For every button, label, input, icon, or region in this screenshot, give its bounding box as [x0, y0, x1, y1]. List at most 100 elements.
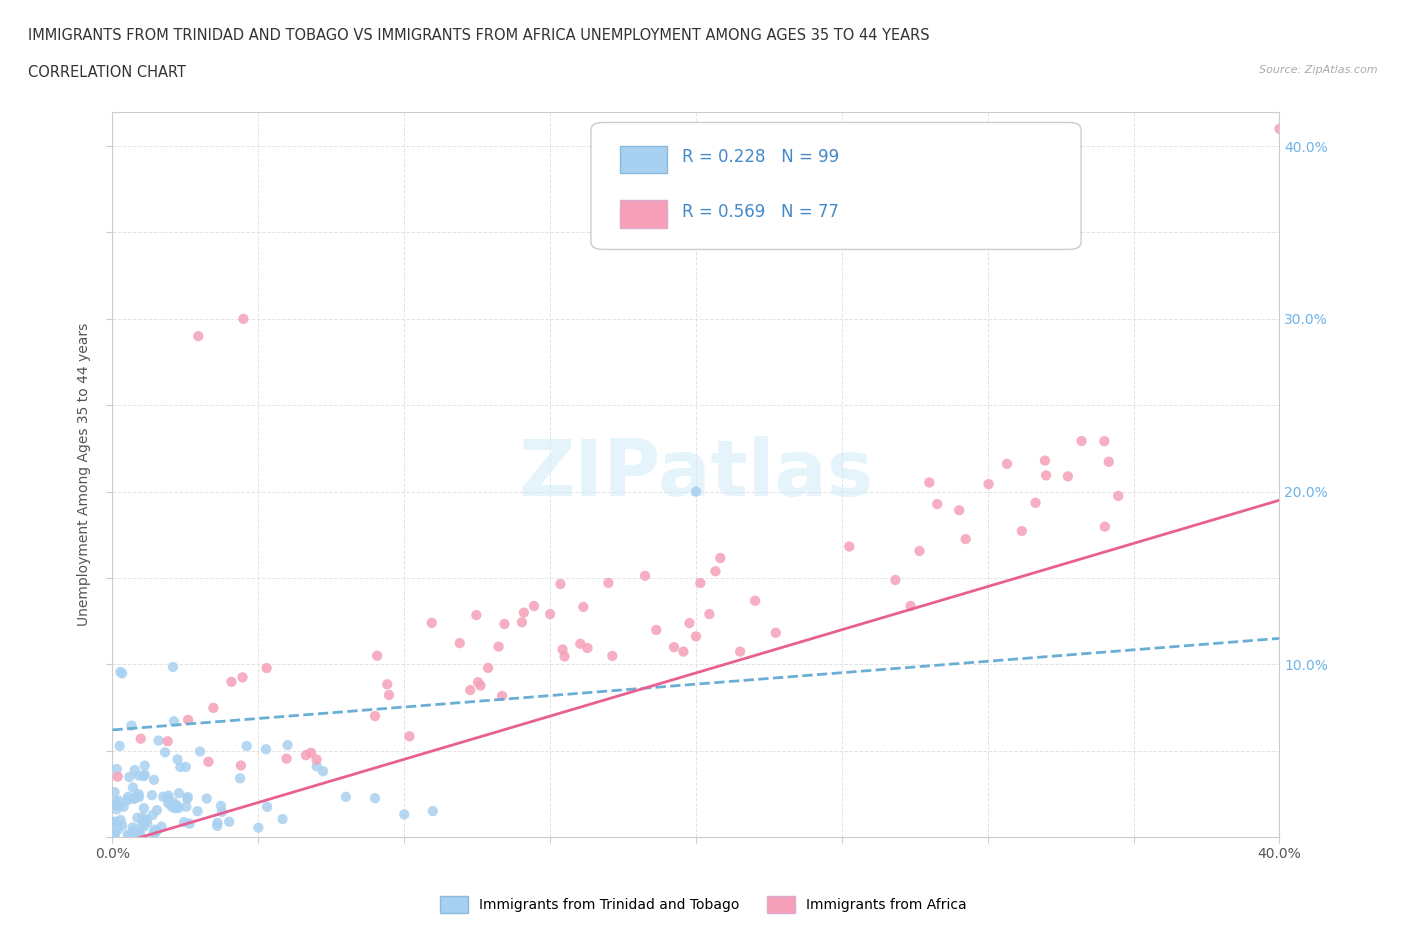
Point	[231, 670, 253, 684]
Point	[152, 790, 174, 804]
Point	[364, 709, 387, 724]
Point	[136, 816, 159, 830]
Point	[117, 827, 139, 842]
Point	[572, 600, 595, 615]
Point	[728, 644, 751, 659]
Point	[765, 625, 787, 640]
FancyBboxPatch shape	[591, 123, 1081, 249]
Point	[174, 760, 197, 775]
Point	[103, 785, 125, 800]
Point	[918, 475, 941, 490]
Point	[117, 792, 139, 807]
Point	[927, 497, 949, 512]
Point	[104, 815, 127, 830]
Point	[1094, 519, 1116, 534]
Point	[299, 745, 322, 760]
Point	[1035, 468, 1057, 483]
Point	[107, 769, 129, 784]
Point	[128, 790, 150, 804]
Point	[188, 744, 211, 759]
Point	[187, 328, 209, 343]
Point	[167, 786, 190, 801]
Point	[162, 659, 184, 674]
Point	[221, 674, 243, 689]
Text: R = 0.228   N = 99: R = 0.228 N = 99	[682, 148, 839, 166]
Point	[392, 807, 416, 822]
Point	[744, 593, 766, 608]
Point	[477, 660, 499, 675]
Point	[685, 485, 707, 499]
Point	[173, 815, 195, 830]
Point	[1011, 524, 1033, 538]
Point	[121, 820, 143, 835]
Point	[229, 758, 252, 773]
Point	[128, 787, 150, 802]
Point	[111, 666, 134, 681]
Point	[955, 532, 977, 547]
Point	[127, 810, 149, 825]
Point	[211, 804, 233, 819]
Legend: Immigrants from Trinidad and Tobago, Immigrants from Africa: Immigrants from Trinidad and Tobago, Imm…	[434, 890, 972, 919]
Point	[538, 606, 561, 621]
Point	[142, 826, 165, 841]
Point	[271, 812, 294, 827]
Point	[108, 798, 131, 813]
Point	[685, 629, 707, 644]
Text: Source: ZipAtlas.com: Source: ZipAtlas.com	[1260, 65, 1378, 75]
Point	[153, 745, 176, 760]
Point	[105, 802, 128, 817]
Point	[166, 798, 188, 813]
Point	[174, 799, 197, 814]
Point	[209, 798, 232, 813]
Point	[156, 790, 179, 805]
Point	[131, 810, 153, 825]
Point	[256, 660, 278, 675]
Point	[305, 759, 328, 774]
Point	[398, 729, 420, 744]
Point	[494, 617, 516, 631]
Point	[163, 801, 186, 816]
Point	[142, 807, 165, 822]
Point	[513, 605, 536, 620]
Point	[118, 770, 141, 785]
Point	[900, 599, 922, 614]
Point	[135, 812, 157, 827]
Point	[634, 568, 657, 583]
Point	[523, 599, 546, 614]
Point	[699, 606, 721, 621]
Point	[550, 577, 572, 591]
Point	[179, 817, 201, 831]
Point	[948, 503, 970, 518]
FancyBboxPatch shape	[620, 200, 666, 228]
Point	[465, 607, 488, 622]
Point	[598, 576, 620, 591]
Point	[467, 675, 489, 690]
Point	[177, 712, 200, 727]
Point	[218, 815, 240, 830]
Point	[1033, 453, 1056, 468]
Text: ZIPatlas: ZIPatlas	[519, 436, 873, 512]
Point	[132, 801, 155, 816]
Point	[207, 816, 229, 830]
Point	[884, 573, 907, 588]
Point	[118, 828, 141, 843]
Point	[602, 648, 624, 663]
Point	[124, 763, 146, 777]
Point	[197, 754, 219, 769]
Point	[163, 714, 186, 729]
Point	[110, 813, 132, 828]
Point	[276, 737, 298, 752]
Point	[366, 648, 388, 663]
Point	[378, 687, 401, 702]
Point	[107, 822, 129, 837]
Point	[157, 788, 180, 803]
Point	[689, 576, 711, 591]
Point	[576, 641, 599, 656]
Point	[132, 769, 155, 784]
Text: CORRELATION CHART: CORRELATION CHART	[28, 65, 186, 80]
Point	[838, 539, 860, 554]
Point	[101, 827, 124, 842]
Point	[103, 829, 125, 844]
Point	[254, 742, 277, 757]
Point	[103, 815, 125, 830]
